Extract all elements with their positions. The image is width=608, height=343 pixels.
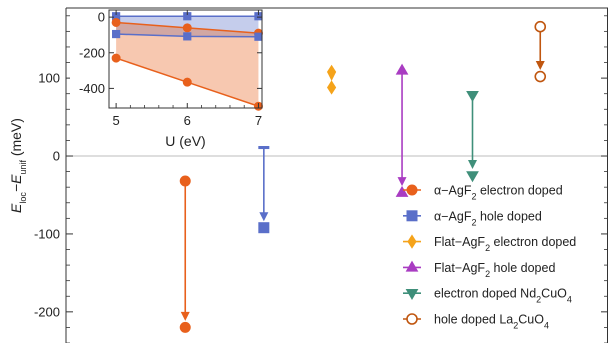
main-y-axis: 100 0 -100 -200	[34, 15, 608, 343]
inset-series-1-point	[182, 23, 192, 33]
subscript-text: 2	[513, 321, 518, 331]
y-label-subscript: loc	[18, 192, 28, 204]
main-y-tick-label: -200	[34, 304, 60, 319]
inset-y-tick-label: 0	[98, 10, 105, 25]
main-y-tick-label: 100	[38, 71, 60, 86]
legend-label: α−AgF2 hole doped	[434, 209, 542, 227]
legend-text-part: Flat−AgF	[434, 235, 485, 249]
legend-swatch-marker	[405, 260, 419, 272]
series-4	[466, 91, 479, 183]
legend-label: electron doped Nd2CuO4	[434, 287, 572, 305]
legend-text-part: electron doped	[490, 235, 576, 249]
inset-series-2-point	[254, 32, 263, 41]
legend-text-part: Flat−AgF	[434, 261, 485, 275]
legend-text-part: CuO	[518, 313, 544, 327]
series-1-arrow-head	[259, 212, 269, 222]
inset-x-axis-label: U (eV)	[165, 133, 205, 149]
legend-swatch-marker	[407, 234, 417, 249]
y-label-part: −E	[8, 174, 24, 192]
legend-swatch-marker	[406, 184, 418, 196]
subscript-text: 2	[471, 192, 476, 202]
subscript-text: 2	[536, 295, 541, 305]
series-1	[258, 138, 270, 234]
legend-label: α−AgF2 electron doped	[434, 184, 563, 202]
inset-x-tick-label: 5	[112, 113, 119, 128]
y-label-part: (meV)	[8, 118, 24, 160]
series-3	[395, 63, 409, 197]
subscript-text: 4	[567, 295, 572, 305]
inset-series-3-point	[111, 53, 121, 63]
main-y-axis-label: Eloc−Eunif (meV)	[8, 118, 28, 213]
main-y-tick-label: -100	[34, 226, 60, 241]
subscript-text: 2	[471, 217, 476, 227]
inset-fill-band-1	[116, 22, 259, 107]
legend-entry-4: electron doped Nd2CuO4	[403, 287, 572, 305]
inset-chart: 5 6 7 0 -200 -400 U (eV)	[70, 9, 270, 149]
legend-entry-0: α−AgF2 electron doped	[403, 184, 563, 202]
legend-text-part: hole doped	[476, 209, 541, 223]
legend-entry-3: Flat−AgF2 hole doped	[403, 260, 555, 279]
y-label-subscript: unif	[18, 160, 28, 175]
legend-text-part: α−AgF	[434, 209, 472, 223]
subscript-text: 2	[485, 243, 490, 253]
series-4-arrow-head	[468, 160, 477, 169]
series-5-end-point	[534, 70, 547, 83]
legend-text-part: CuO	[541, 287, 567, 301]
series-5-start-point	[534, 20, 547, 33]
series-2-start-point	[326, 64, 337, 80]
legend-text-part: α−AgF	[434, 184, 472, 198]
legend-text-part: hole doped	[490, 261, 555, 275]
inset-series-2-point	[112, 29, 121, 39]
series-2-end-point	[326, 80, 337, 95]
legend-entry-1: α−AgF2 hole doped	[403, 209, 542, 227]
series-3-end-point	[395, 185, 409, 197]
series-3-arrow-head	[397, 177, 407, 187]
legend-swatch-marker	[405, 288, 419, 300]
series-0-arrow-head	[180, 311, 190, 321]
series-3-start-point	[395, 63, 409, 75]
inset-series-2-point	[183, 32, 192, 41]
legend-label: Flat−AgF2 electron doped	[434, 235, 576, 253]
legend-swatch-marker	[406, 313, 418, 325]
legend-text-part: electron doped	[476, 184, 562, 198]
legend-label: hole doped La2CuO4	[434, 313, 549, 331]
inset-x-tick-label: 6	[184, 113, 191, 128]
series-4-start-point	[466, 91, 479, 103]
series-0-end-point	[179, 321, 191, 333]
legend-label: Flat−AgF2 hole doped	[434, 261, 555, 279]
legend-entry-2: Flat−AgF2 electron doped	[403, 234, 576, 253]
subscript-text: 4	[544, 321, 549, 331]
inset-x-tick-label: 7	[255, 113, 262, 128]
legend-entry-5: hole doped La2CuO4	[403, 313, 549, 331]
inset-y-tick-label: -400	[79, 81, 105, 96]
legend-swatch-marker	[406, 210, 418, 222]
series-0	[179, 175, 191, 333]
series-4-end-point	[466, 171, 479, 183]
main-y-tick-label: 0	[53, 149, 60, 164]
inset-frame	[108, 9, 263, 109]
series-5-arrow-head	[535, 61, 545, 71]
inset-series-3-point	[182, 77, 192, 87]
inset-series-1-point	[111, 17, 121, 27]
inset-y-tick-label: -200	[79, 45, 105, 60]
series-1-end-point	[258, 222, 270, 234]
series-5	[534, 20, 547, 83]
series-0-start-point	[179, 175, 191, 187]
y-label-part: E	[8, 203, 24, 213]
legend-text-part: electron doped Nd	[434, 287, 536, 301]
subscript-text: 2	[485, 269, 490, 279]
legend-text-part: hole doped La	[434, 313, 513, 327]
series-2	[326, 64, 337, 95]
